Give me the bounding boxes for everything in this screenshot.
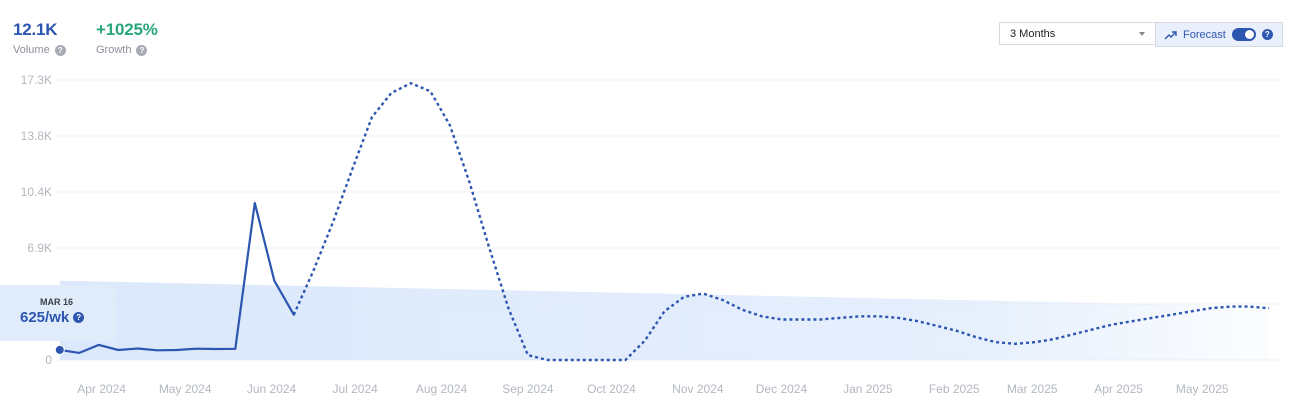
x-tick-label: Apr 2024 bbox=[77, 382, 126, 396]
y-tick-label: 17.3K bbox=[21, 73, 52, 87]
trend-up-icon bbox=[1164, 30, 1177, 39]
x-tick-label: Sep 2024 bbox=[502, 382, 554, 396]
y-tick-label: 13.8K bbox=[21, 129, 52, 143]
x-tick-label: Nov 2024 bbox=[672, 382, 724, 396]
confidence-band-area bbox=[59, 280, 1270, 360]
start-marker bbox=[54, 344, 65, 355]
x-tick-label: Apr 2025 bbox=[1094, 382, 1143, 396]
forecast-control[interactable]: Forecast ? bbox=[1155, 22, 1283, 47]
chevron-down-icon bbox=[1139, 31, 1145, 36]
volume-help-icon[interactable]: ? bbox=[54, 44, 66, 56]
forecast-label: Forecast bbox=[1183, 28, 1226, 41]
x-tick-label: Aug 2024 bbox=[416, 382, 468, 396]
y-tick-label: 10.4K bbox=[21, 185, 52, 199]
volume-value: 12.1K bbox=[13, 20, 58, 39]
confidence-band bbox=[59, 280, 1270, 360]
x-tick-label: Jun 2024 bbox=[247, 382, 297, 396]
range-select[interactable]: 3 Months bbox=[999, 22, 1155, 45]
growth-label: Growth bbox=[96, 44, 132, 56]
chart-toolbar: 3 Months Forecast ? bbox=[999, 22, 1283, 47]
forecast-help-icon[interactable]: ? bbox=[1261, 29, 1273, 40]
x-tick-label: Jul 2024 bbox=[332, 382, 378, 396]
volume-label: Volume bbox=[13, 44, 50, 56]
volume-label-row: Volume ? bbox=[13, 44, 66, 56]
growth-help-icon[interactable]: ? bbox=[136, 44, 148, 56]
growth-value: +1025% bbox=[96, 20, 158, 39]
x-tick-label: Feb 2025 bbox=[929, 382, 980, 396]
series-start-point[interactable] bbox=[54, 344, 65, 355]
x-tick-label: May 2025 bbox=[1176, 382, 1229, 396]
volume-stat: 12.1K Volume ? bbox=[13, 20, 66, 56]
range-select-value: 3 Months bbox=[1010, 27, 1056, 40]
tooltip-help-icon[interactable]: ? bbox=[73, 312, 85, 323]
series-lines bbox=[58, 81, 1270, 362]
x-axis-labels: Apr 2024 May 2024 Jun 2024 Jul 2024 Aug 2024… bbox=[77, 382, 1229, 396]
x-tick-label: Jan 2025 bbox=[843, 382, 893, 396]
forecast-toggle[interactable] bbox=[1231, 28, 1256, 41]
y-tick-label: 6.9K bbox=[27, 241, 52, 255]
y-tick-label: 0 bbox=[45, 353, 52, 367]
tooltip-date: MAR 16 bbox=[40, 297, 74, 307]
actual-series-line bbox=[58, 201, 295, 354]
x-tick-label: May 2024 bbox=[159, 382, 212, 396]
x-tick-label: Dec 2024 bbox=[756, 382, 808, 396]
growth-stat: +1025% Growth ? bbox=[96, 20, 158, 56]
tooltip-rate: 625/wk bbox=[20, 309, 70, 326]
tooltip-rate-row: 625/wk ? bbox=[20, 309, 85, 326]
x-tick-label: Oct 2024 bbox=[587, 382, 636, 396]
x-tick-label: Mar 2025 bbox=[1007, 382, 1058, 396]
hover-tooltip: MAR 16 625/wk ? bbox=[0, 285, 115, 341]
growth-label-row: Growth ? bbox=[96, 44, 158, 56]
